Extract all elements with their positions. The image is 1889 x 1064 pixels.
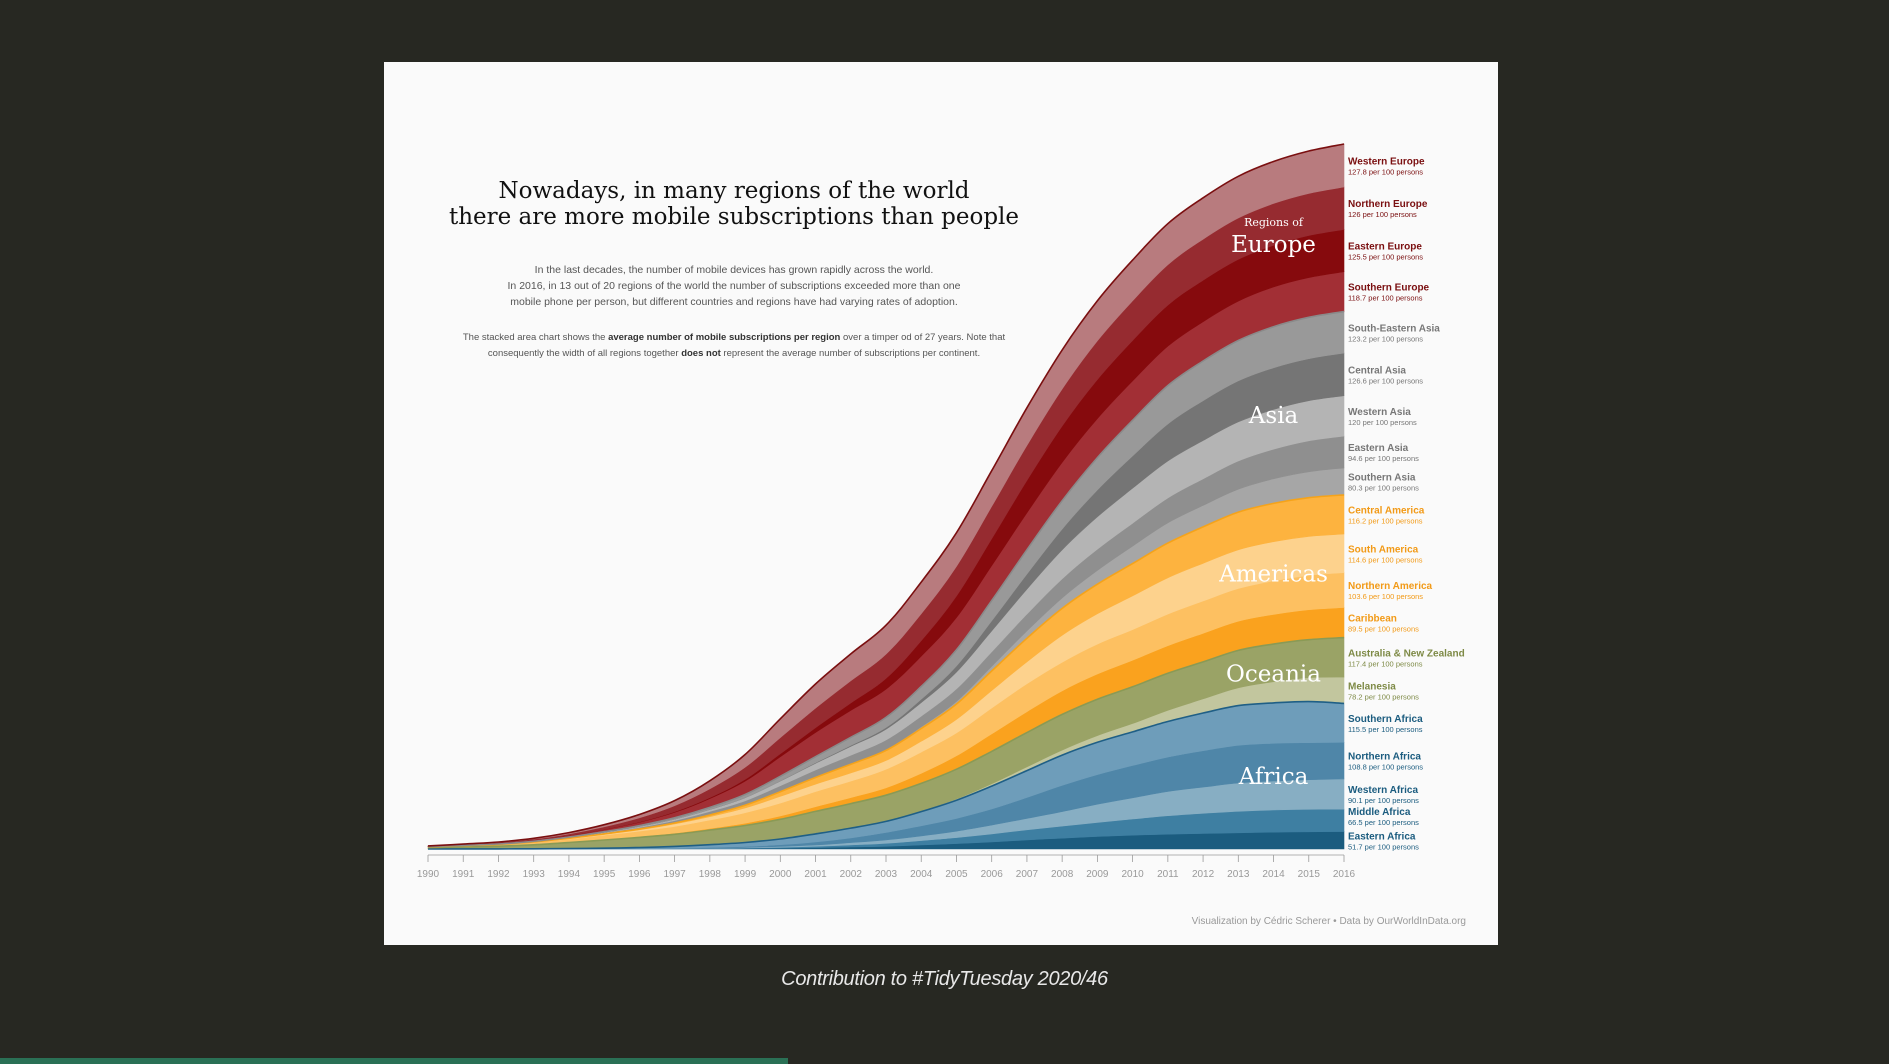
x-tick-label: 1991 — [452, 869, 475, 880]
region-label-melanesia: Melanesia — [1348, 681, 1396, 692]
region-value-northern-america: 103.6 per 100 persons — [1348, 592, 1423, 601]
region-value-eastern-asia: 94.6 per 100 persons — [1348, 454, 1419, 463]
x-tick-label: 1992 — [487, 869, 510, 880]
x-tick-label: 2001 — [804, 869, 827, 880]
region-label-eastern-africa: Eastern Africa — [1348, 831, 1416, 842]
region-value-eastern-africa: 51.7 per 100 persons — [1348, 842, 1419, 851]
x-tick-label: 1998 — [699, 869, 722, 880]
chart-title-line-2: there are more mobile subscriptions than… — [449, 204, 1019, 230]
region-value-northern-africa: 108.8 per 100 persons — [1348, 763, 1423, 772]
x-tick-label: 2007 — [1016, 869, 1039, 880]
boundary-asia — [427, 310, 1345, 848]
boundary-americas — [427, 494, 1345, 848]
slide-progress-fill — [0, 1058, 788, 1064]
region-label-south-eastern-asia: South-Eastern Asia — [1348, 323, 1440, 334]
region-value-south-america: 114.6 per 100 persons — [1348, 555, 1423, 564]
boundary-africa — [427, 700, 1345, 850]
x-tick-label: 2000 — [769, 869, 792, 880]
slide-progress-bar — [0, 1058, 1889, 1064]
region-label-australia-new-zealand: Australia & New Zealand — [1348, 648, 1465, 659]
x-tick-label: 2011 — [1157, 869, 1179, 880]
x-tick-label: 2008 — [1051, 869, 1074, 880]
region-label-central-america: Central America — [1348, 505, 1425, 516]
region-label-caribbean: Caribbean — [1348, 614, 1397, 625]
region-label-southern-asia: Southern Asia — [1348, 472, 1416, 483]
chart-card: 1990 1991 1992 1993 1994 1995 1996 1997 1998 1999… — [384, 62, 1498, 945]
region-value-central-asia: 126.6 per 100 persons — [1348, 376, 1423, 385]
region-label-western-africa: Western Africa — [1348, 785, 1418, 796]
x-tick-label: 2015 — [1298, 869, 1321, 880]
x-tick-label: 2004 — [910, 869, 933, 880]
region-value-australia-new-zealand: 117.4 per 100 persons — [1348, 659, 1423, 668]
x-tick-label: 1995 — [593, 869, 616, 880]
description-line-5: consequently the width of all regions to… — [488, 348, 980, 359]
region-value-middle-africa: 66.5 per 100 persons — [1348, 818, 1419, 827]
region-label-central-asia: Central Asia — [1348, 365, 1406, 376]
region-value-western-europe: 127.8 per 100 persons — [1348, 168, 1423, 177]
region-value-central-america: 116.2 per 100 persons — [1348, 516, 1423, 525]
region-value-melanesia: 78.2 per 100 persons — [1348, 692, 1419, 701]
continent-label-americas: Americas — [1218, 562, 1328, 588]
description-line-3: mobile phone per person, but different c… — [510, 296, 958, 308]
region-label-northern-america: Northern America — [1348, 581, 1433, 592]
x-tick-label: 2009 — [1086, 869, 1109, 880]
chart-title-line-1: Nowadays, in many regions of the world — [498, 178, 969, 204]
description-line-4: The stacked area chart shows the average… — [463, 332, 1006, 343]
continent-label-europe: Europe — [1231, 232, 1316, 258]
region-value-northern-europe: 126 per 100 persons — [1348, 210, 1417, 219]
region-label-eastern-asia: Eastern Asia — [1348, 443, 1409, 454]
x-tick-label: 1993 — [523, 869, 546, 880]
region-value-western-africa: 90.1 per 100 persons — [1348, 796, 1419, 805]
contribution-caption: Contribution to #TidyTuesday 2020/46 — [781, 968, 1108, 990]
region-value-eastern-europe: 125.5 per 100 persons — [1348, 253, 1423, 262]
x-tick-label: 2012 — [1192, 869, 1215, 880]
region-value-caribbean: 89.5 per 100 persons — [1348, 625, 1419, 634]
continent-label-africa: Africa — [1238, 764, 1309, 790]
region-label-south-america: South America — [1348, 544, 1419, 555]
x-axis: 1990 1991 1992 1993 1994 1995 1996 1997 1998 1999… — [417, 854, 1356, 880]
region-label-eastern-europe: Eastern Europe — [1348, 242, 1422, 253]
region-label-southern-europe: Southern Europe — [1348, 283, 1430, 294]
region-label-western-europe: Western Europe — [1348, 157, 1425, 168]
region-value-western-asia: 120 per 100 persons — [1348, 418, 1417, 427]
boundary-oceania — [427, 636, 1345, 849]
x-tick-label: 2002 — [840, 869, 863, 880]
region-label-northern-africa: Northern Africa — [1348, 752, 1421, 763]
area-layers — [427, 143, 1345, 850]
regions-of-label: Regions of — [1244, 216, 1304, 229]
region-label-western-asia: Western Asia — [1348, 407, 1411, 418]
x-tick-label: 1996 — [628, 869, 651, 880]
region-label-southern-africa: Southern Africa — [1348, 714, 1423, 725]
region-value-south-eastern-asia: 123.2 per 100 persons — [1348, 334, 1423, 343]
stacked-area-chart: 1990 1991 1992 1993 1994 1995 1996 1997 1998 1999… — [417, 143, 1466, 927]
region-value-southern-africa: 115.5 per 100 persons — [1348, 725, 1423, 734]
region-value-southern-asia: 80.3 per 100 persons — [1348, 483, 1419, 492]
data-source-caption: Visualization by Cédric Scherer • Data b… — [1192, 916, 1466, 927]
region-label-northern-europe: Northern Europe — [1348, 199, 1428, 210]
description-line-2: In 2016, in 13 out of 20 regions of the … — [508, 280, 961, 292]
description-line-1: In the last decades, the number of mobil… — [535, 264, 934, 276]
continent-label-oceania: Oceania — [1226, 661, 1321, 687]
x-tick-label: 1997 — [663, 869, 686, 880]
x-tick-label: 2003 — [875, 869, 898, 880]
x-tick-label: 1990 — [417, 869, 440, 880]
x-tick-label: 2016 — [1333, 869, 1356, 880]
x-tick-label: 2005 — [945, 869, 968, 880]
continent-label-asia: Asia — [1248, 403, 1299, 429]
region-label-middle-africa: Middle Africa — [1348, 807, 1411, 818]
boundary-europe — [427, 143, 1345, 847]
x-tick-label: 2010 — [1121, 869, 1144, 880]
x-tick-label: 2014 — [1262, 869, 1285, 880]
region-value-southern-europe: 118.7 per 100 persons — [1348, 294, 1423, 303]
x-tick-label: 1999 — [734, 869, 757, 880]
x-tick-label: 2013 — [1227, 869, 1250, 880]
continent-labels: Africa Oceania Americas Asia Europe Regions o… — [1218, 216, 1328, 790]
x-tick-label: 1994 — [558, 869, 581, 880]
x-tick-label: 2006 — [981, 869, 1004, 880]
